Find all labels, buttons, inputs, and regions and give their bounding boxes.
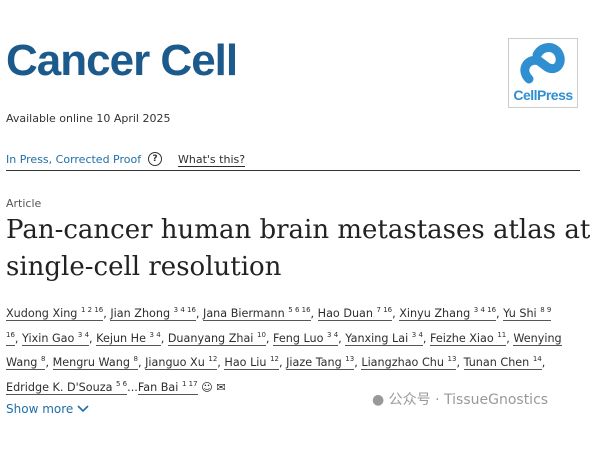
watermark: ● 公众号 · TissueGnostics <box>372 389 548 409</box>
author-link[interactable]: Fan Bai 1 17 <box>137 379 198 395</box>
author-name: Feizhe Xiao <box>430 331 494 345</box>
author-name: Yixin Gao <box>22 331 75 345</box>
author-name: Mengru Wang <box>52 356 130 369</box>
author-name: Duanyang Zhai <box>167 331 254 345</box>
author-affiliation: 3 4 <box>411 330 423 339</box>
wechat-icon: ● <box>372 392 385 408</box>
author-affiliation: 12 <box>208 355 218 363</box>
whats-this-link[interactable]: What's this? <box>178 153 246 167</box>
author-link[interactable]: Yanxing Lai 3 4 <box>345 330 423 346</box>
author-link[interactable]: Liangzhao Chu 13 <box>361 355 457 370</box>
email-icon[interactable]: ✉ <box>216 380 226 394</box>
author-affiliation: 5 6 <box>116 379 128 388</box>
divider <box>6 170 580 171</box>
author-name: Kejun He <box>96 331 146 345</box>
author-affiliation: 5 6 16 <box>288 306 311 314</box>
author-link[interactable]: Yixin Gao 3 4 <box>22 330 90 346</box>
author-link[interactable]: Edridge K. D'Souza 5 6 <box>6 379 128 395</box>
logo-text: CellPress <box>513 87 573 103</box>
author-affiliation: 3 4 16 <box>173 306 196 314</box>
article-title: Pan-cancer human brain metastases atlas … <box>6 215 591 282</box>
author-affiliation: 1 2 16 <box>80 306 104 314</box>
author-affiliation: 3 4 16 <box>473 306 497 314</box>
author-affiliation: 11 <box>497 330 507 339</box>
available-date: Available online 10 April 2025 <box>6 112 171 125</box>
author-name: Edridge K. D'Souza <box>6 380 113 394</box>
author-affiliation: 8 <box>133 355 138 363</box>
author-name: Fan Bai <box>137 380 179 394</box>
author-list: Xudong Xing 1 2 16, Jian Zhong 3 4 16, J… <box>6 306 562 395</box>
author-name: Xinyu Zhang <box>399 307 471 320</box>
author-affiliation: 12 <box>270 355 279 363</box>
author-affiliation: 13 <box>345 355 355 363</box>
article-type: Article <box>6 197 42 210</box>
author-name: Yu Shi <box>503 307 537 320</box>
help-icon[interactable]: ? <box>148 152 162 166</box>
author-affiliation: 3 4 <box>77 330 90 339</box>
chevron-down-icon <box>77 405 89 413</box>
author-link[interactable]: Hao Duan 7 16 <box>317 306 393 321</box>
author-name: Hao Duan <box>317 307 373 320</box>
author-ellipsis: ... <box>127 380 138 394</box>
author-link[interactable]: Jianguo Xu 12 <box>145 355 218 370</box>
author-affiliation: 3 4 <box>327 330 339 339</box>
watermark-text: 公众号 · TissueGnostics <box>388 392 549 408</box>
cellpress-logo[interactable]: CellPress <box>508 38 578 108</box>
author-link[interactable]: Jana Biermann 5 6 16 <box>203 306 311 321</box>
author-affiliation: 1 17 <box>181 379 198 388</box>
author-affiliation: 10 <box>256 330 266 339</box>
author-name: Xudong Xing <box>6 307 78 320</box>
author-name: Jana Biermann <box>203 307 285 320</box>
author-link[interactable]: Tunan Chen 14 <box>463 355 542 370</box>
author-link[interactable]: Kejun He 3 4 <box>96 330 161 346</box>
author-affiliation: 3 4 <box>149 330 161 339</box>
show-more-button[interactable]: Show more <box>6 402 89 416</box>
author-name: Jian Zhong <box>110 307 171 320</box>
author-link[interactable]: Xinyu Zhang 3 4 16 <box>399 306 497 321</box>
author-name: Liangzhao Chu <box>361 356 444 369</box>
author-link[interactable]: Hao Liu 12 <box>224 355 279 370</box>
author-name: Feng Luo <box>273 331 324 345</box>
author-link[interactable]: Wenying Wang 8 <box>6 331 562 370</box>
author-link[interactable]: Yu Shi 8 9 16 <box>6 306 552 346</box>
author-name: Jianguo Xu <box>145 356 205 369</box>
author-affiliation: 8 <box>40 355 46 363</box>
author-link[interactable]: Mengru Wang 8 <box>52 355 138 370</box>
author-name: Yanxing Lai <box>345 331 409 345</box>
author-name: Jiaze Tang <box>286 356 342 369</box>
author-name: Hao Liu <box>224 356 267 369</box>
author-name: Wenying Wang <box>6 331 562 370</box>
author-affiliation: 13 <box>447 355 457 363</box>
author-link[interactable]: Xudong Xing 1 2 16 <box>6 306 104 321</box>
cellpress-mark-icon <box>520 43 565 84</box>
journal-title[interactable]: Cancer Cell <box>6 36 238 85</box>
author-affiliation: 14 <box>532 355 542 363</box>
author-affiliation: 8 9 16 <box>6 306 552 339</box>
author-link[interactable]: Feizhe Xiao 11 <box>430 330 507 346</box>
author-link[interactable]: Duanyang Zhai 10 <box>167 330 266 346</box>
show-more-label: Show more <box>6 402 74 416</box>
status-link[interactable]: In Press, Corrected Proof <box>6 153 142 166</box>
author-link[interactable]: Feng Luo 3 4 <box>273 330 339 346</box>
author-affiliation: 7 16 <box>376 306 393 314</box>
author-link[interactable]: Jian Zhong 3 4 16 <box>110 306 196 321</box>
person-icon[interactable]: ☺ <box>201 380 213 394</box>
author-link[interactable]: Jiaze Tang 13 <box>286 355 355 370</box>
author-name: Tunan Chen <box>463 356 530 369</box>
